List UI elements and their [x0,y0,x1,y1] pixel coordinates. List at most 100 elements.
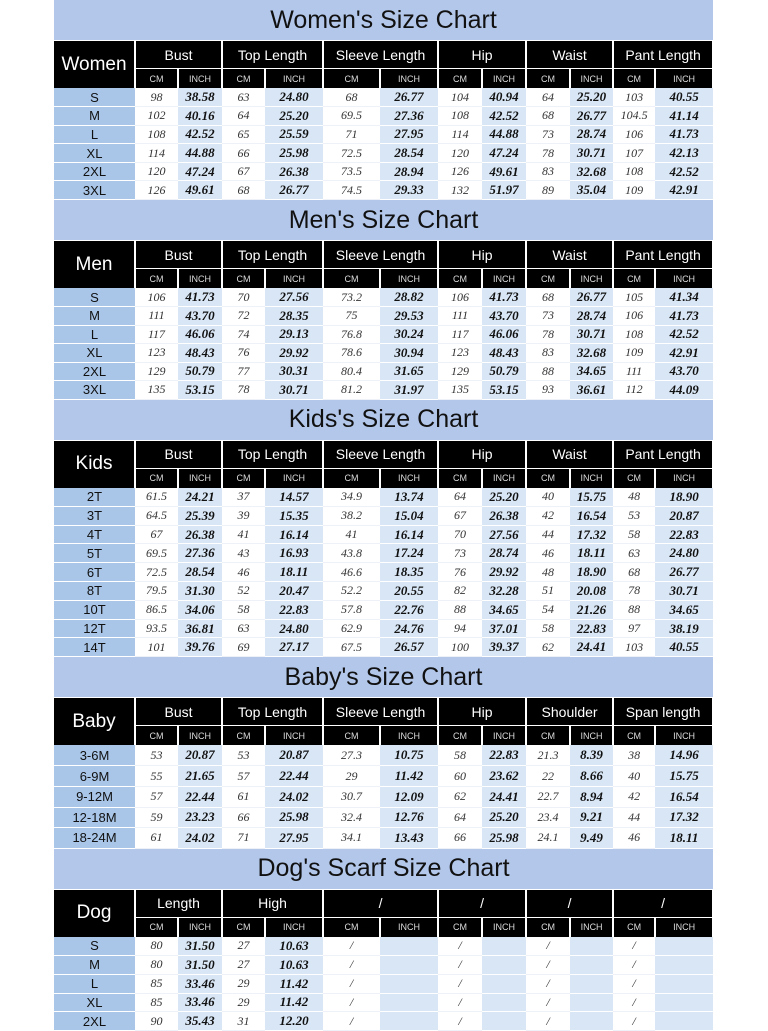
cm-value: 53 [135,745,178,767]
size-label: 9-12M [54,786,135,808]
unit-inch: INCH [655,916,715,937]
inch-value: 10.63 [265,936,324,956]
cm-value: 37 [222,487,266,507]
size-label: 3XL [54,380,135,400]
cm-value: / [613,955,656,975]
unit-inch: INCH [178,916,224,937]
inch-value: 41.14 [655,106,714,126]
cm-value: 126 [135,180,178,201]
cm-value: 64 [222,106,266,126]
table-row: 9-12M 57 22.44 61 24.02 30.7 12.09 62 24.41 22.7 8… [54,786,714,808]
inch-value: 40.16 [178,106,223,126]
cm-value: 77 [222,362,266,382]
category-label: Men [54,241,136,289]
inch-value: 20.87 [265,745,324,767]
inch-value [482,936,527,956]
inch-value: 32.68 [570,162,614,182]
unit-cm: CM [613,916,657,937]
inch-value: 23.62 [482,765,527,787]
table-row: 10T 86.5 34.06 58 22.83 57.8 22.76 88 34.65 54 21.… [54,600,714,620]
table-row: 2XL 129 50.79 77 30.31 80.4 31.65 129 50.79 88 34.… [54,362,714,382]
cm-value: 41 [323,525,381,545]
unit-cm: CM [323,68,382,88]
cm-value: 106 [135,288,178,308]
column-header: Sleeve Length [323,440,440,469]
inch-value: 24.80 [265,88,324,108]
header-row: Kids Bust Top Length Sleeve Length Hip Waist P… [54,440,715,488]
inch-value: 25.98 [265,143,324,163]
inch-value: 32.28 [482,581,527,601]
unit-inch: INCH [482,916,528,937]
cm-value: 112 [613,380,656,400]
inch-value: 26.57 [380,637,439,658]
cm-value: 108 [135,125,178,145]
cm-value: 100 [438,637,483,658]
inch-value: 18.90 [655,487,714,507]
cm-value: 78.6 [323,343,381,363]
cm-value: 80 [135,936,178,956]
inch-value: 30.71 [570,325,614,345]
inch-value: 25.20 [265,106,324,126]
inch-value [570,1011,614,1031]
inch-value [380,993,439,1013]
cm-value: 75 [323,306,381,326]
inch-value: 18.35 [380,562,439,583]
size-label: 18-24M [54,827,135,849]
cm-value: 78 [613,581,656,601]
inch-value: 11.42 [265,974,324,994]
inch-value: 44.88 [482,125,527,145]
cm-value: 38.2 [323,506,381,526]
cm-value: 67.5 [323,637,381,658]
unit-inch: INCH [570,268,615,289]
inch-value: 44.88 [178,143,223,163]
cm-value: 129 [135,362,178,382]
inch-value: 26.77 [570,106,614,126]
column-header: Top Length [222,241,325,269]
cm-value: 135 [135,380,178,400]
inch-value: 17.32 [570,525,614,545]
cm-value: 57.8 [323,600,381,620]
size-label: S [54,88,135,108]
column-header: Top Length [222,41,325,69]
table-row: XL 114 44.88 66 25.98 72.5 28.54 120 47.24 78 30.7… [54,143,714,163]
size-label: 4T [54,525,135,545]
inch-value: 14.96 [655,745,714,767]
inch-value: 42.13 [655,143,714,163]
unit-cm: CM [526,68,572,88]
cm-value: 107 [613,143,656,163]
inch-value: 20.87 [178,745,223,767]
inch-value: 27.36 [178,543,223,564]
cm-value: 114 [438,125,483,145]
table-row: 14T 101 39.76 69 27.17 67.5 26.57 100 39.37 62 24.… [54,637,714,658]
section-dog: Dog's Scarf Size Chart Dog Length High / / / / C… [54,848,715,1031]
cm-value: 52.2 [323,581,381,601]
table-row: 3-6M 53 20.87 53 20.87 27.3 10.75 58 22.83 21.3 8.… [54,745,714,767]
header-row: Women Bust Top Length Sleeve Length Hip Waist… [54,41,715,88]
unit-cm: CM [222,916,267,937]
header-row: Dog Length High / / / / [54,889,715,937]
cm-value: 63 [613,543,656,564]
table-row: 3T 64.5 25.39 39 15.35 38.2 15.04 67 26.38 42 16.5… [54,506,714,526]
cm-value: / [438,955,483,975]
inch-value: 39.76 [178,637,223,658]
inch-value: 26.77 [655,562,714,583]
inch-value: 25.20 [482,807,527,829]
cm-value: 126 [438,162,483,182]
cm-value: 120 [438,143,483,163]
cm-value: / [613,993,656,1013]
inch-value: 21.26 [570,600,614,620]
cm-value: 123 [135,343,178,363]
unit-inch: INCH [380,916,440,937]
inch-value: 30.24 [380,325,439,345]
unit-inch: INCH [265,725,325,746]
header-row: Men Bust Top Length Sleeve Length Hip Waist Pa… [54,241,715,289]
cm-value: 102 [135,106,178,126]
inch-value: 42.52 [178,125,223,145]
inch-value: 46.06 [178,325,223,345]
inch-value: 20.87 [655,506,714,526]
cm-value: / [438,936,483,956]
unit-cm: CM [526,725,572,746]
cm-value: 89 [526,180,571,201]
inch-value: 40.94 [482,88,527,108]
inch-value: 11.42 [265,993,324,1013]
